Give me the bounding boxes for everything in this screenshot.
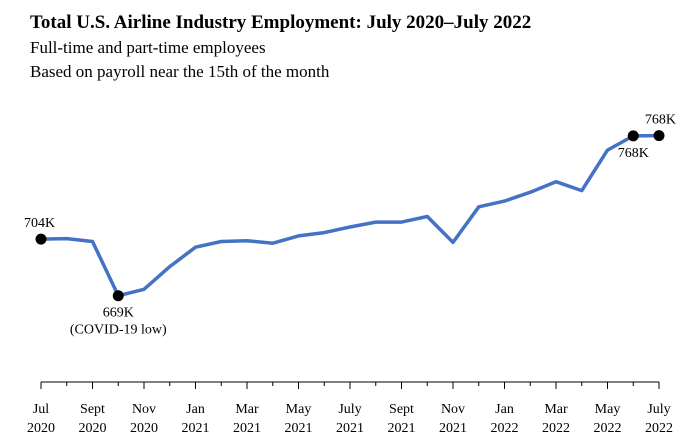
data-point-marker — [35, 233, 47, 245]
x-axis: Jul 2020 Sept 2020 Nov 2020 Jan 2021 Mar 2021 May 2… — [27, 381, 673, 436]
x-tick-label-month: Jan — [495, 402, 514, 417]
series-line-layer — [39, 133, 661, 298]
series-line — [39, 133, 661, 298]
x-tick-label-year: 2021 — [285, 421, 313, 436]
data-point-marker — [112, 290, 124, 302]
x-tick-label-year: 2021 — [233, 421, 261, 436]
x-tick-label-month: July — [647, 402, 670, 417]
data-point-marker — [653, 130, 665, 142]
x-tick-label-year: 2021 — [439, 421, 467, 436]
x-tick-label-year: 2022 — [491, 421, 519, 436]
x-tick-label-month: Mar — [544, 402, 568, 417]
annotation-layer: 704K 669K (COVID-19 low) 768K 768K — [24, 113, 676, 338]
data-label: (COVID-19 low) — [70, 323, 167, 338]
marker-layer — [35, 130, 665, 302]
x-tick-label-year: 2021 — [182, 421, 210, 436]
x-tick-label-month: Nov — [132, 402, 156, 417]
x-tick-label-month: Jan — [186, 402, 205, 417]
chart-subtitle-line-1: Full-time and part-time employees — [30, 38, 266, 57]
x-tick-label-month: May — [595, 402, 621, 417]
x-tick-label-month: Mar — [235, 402, 259, 417]
data-label: 768K — [618, 146, 649, 161]
x-tick-label-month: July — [338, 402, 361, 417]
x-tick-label-month: Sept — [80, 402, 105, 417]
chart-title: Total U.S. Airline Industry Employment: … — [30, 12, 532, 33]
x-tick-label-month: May — [286, 402, 312, 417]
data-point-marker — [627, 130, 639, 142]
data-label: 704K — [24, 216, 55, 231]
x-tick-label-month: Jul — [33, 402, 49, 417]
x-tick-label-year: 2020 — [79, 421, 107, 436]
chart-subtitle-line-2: Based on payroll near the 15th of the mo… — [30, 62, 330, 81]
data-label: 768K — [645, 113, 676, 128]
x-tick-label-year: 2020 — [130, 421, 158, 436]
x-tick-label-year: 2021 — [336, 421, 364, 436]
x-tick-label-month: Sept — [389, 402, 414, 417]
data-label: 669K — [103, 306, 134, 321]
x-tick-label-year: 2022 — [594, 421, 622, 436]
x-tick-label-year: 2022 — [645, 421, 673, 436]
x-tick-label-year: 2021 — [388, 421, 416, 436]
x-tick-label-year: 2020 — [27, 421, 55, 436]
x-tick-label-year: 2022 — [542, 421, 570, 436]
x-tick-label-month: Nov — [441, 402, 465, 417]
